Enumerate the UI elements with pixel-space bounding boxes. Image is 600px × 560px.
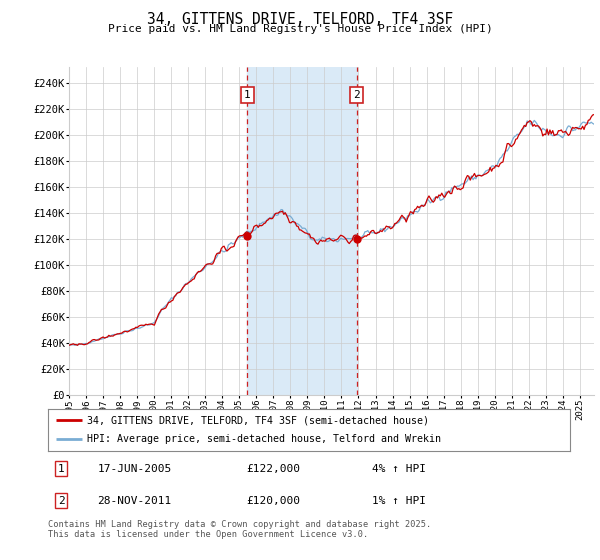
- Text: Price paid vs. HM Land Registry's House Price Index (HPI): Price paid vs. HM Land Registry's House …: [107, 24, 493, 34]
- Text: Contains HM Land Registry data © Crown copyright and database right 2025.
This d: Contains HM Land Registry data © Crown c…: [48, 520, 431, 539]
- Text: 1% ↑ HPI: 1% ↑ HPI: [371, 496, 425, 506]
- Text: 1: 1: [244, 90, 250, 100]
- Text: 34, GITTENS DRIVE, TELFORD, TF4 3SF (semi-detached house): 34, GITTENS DRIVE, TELFORD, TF4 3SF (sem…: [87, 415, 429, 425]
- Text: 28-NOV-2011: 28-NOV-2011: [98, 496, 172, 506]
- Text: 2: 2: [353, 90, 361, 100]
- Text: 4% ↑ HPI: 4% ↑ HPI: [371, 464, 425, 474]
- Text: 17-JUN-2005: 17-JUN-2005: [98, 464, 172, 474]
- Text: 1: 1: [58, 464, 64, 474]
- Text: £122,000: £122,000: [247, 464, 301, 474]
- Bar: [247, 67, 357, 395]
- Text: 2: 2: [58, 496, 64, 506]
- Text: £120,000: £120,000: [247, 496, 301, 506]
- Text: 34, GITTENS DRIVE, TELFORD, TF4 3SF: 34, GITTENS DRIVE, TELFORD, TF4 3SF: [147, 12, 453, 27]
- Text: HPI: Average price, semi-detached house, Telford and Wrekin: HPI: Average price, semi-detached house,…: [87, 435, 441, 445]
